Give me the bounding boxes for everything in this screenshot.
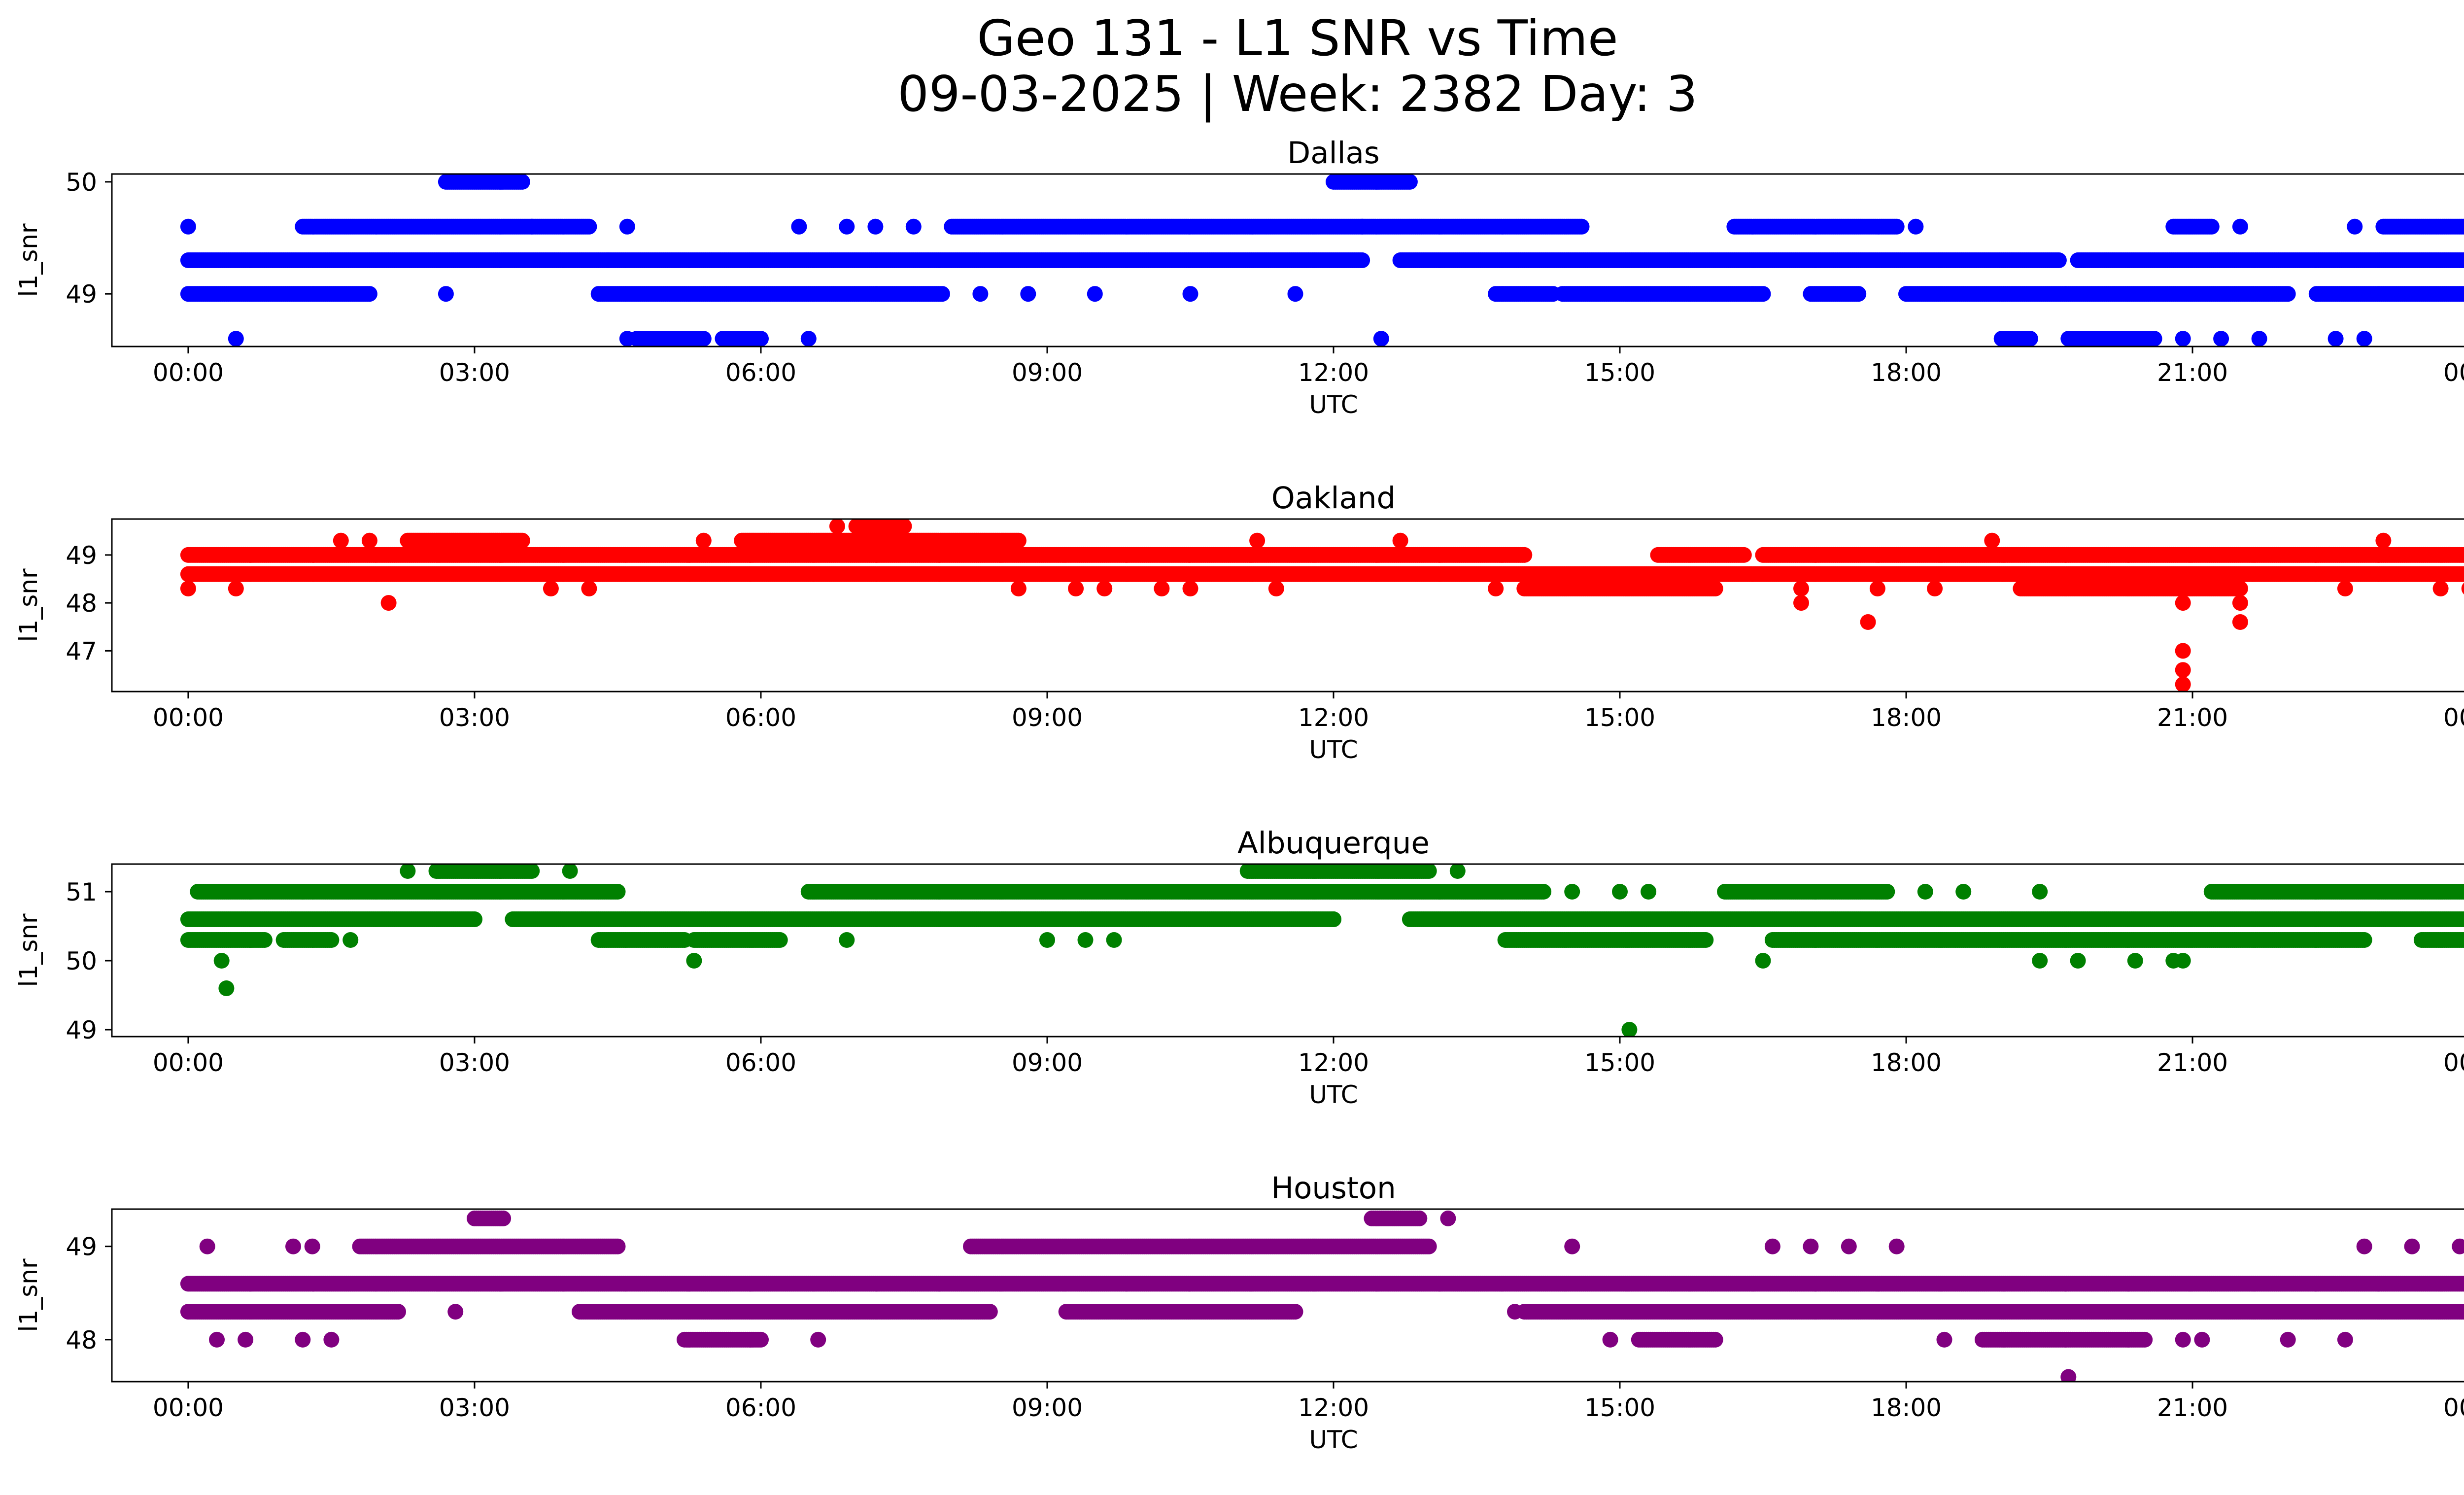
data-points-dallas <box>180 174 2464 347</box>
x-tick-label: 15:00 <box>1584 358 1655 387</box>
data-point <box>2356 331 2372 347</box>
data-point <box>1373 331 1389 347</box>
x-tick-label: 09:00 <box>1012 358 1083 387</box>
data-point <box>2347 218 2363 235</box>
data-point <box>1354 252 1370 268</box>
x-tick-label: 00:00 <box>153 358 224 387</box>
data-point <box>2213 331 2229 347</box>
data-point <box>619 331 635 347</box>
data-point <box>2327 331 2344 347</box>
data-point <box>2022 331 2038 347</box>
data-point <box>972 286 989 302</box>
data-point <box>2461 220 2464 233</box>
data-point <box>2461 288 2464 300</box>
data-point <box>1402 174 1418 190</box>
y-tick-label: 50 <box>66 168 97 197</box>
data-point <box>1755 286 1771 302</box>
y-axis-label-dallas: l1_snr <box>14 223 43 297</box>
data-point <box>1516 547 1533 563</box>
data-point <box>800 331 817 347</box>
subplot-dallas: Dallas 00:00 03:00 06:00 09:00 12:00 15:00 18:0… <box>14 136 2464 419</box>
y-tick-label: 49 <box>66 280 97 309</box>
data-point <box>1888 218 1905 235</box>
data-point <box>905 218 922 235</box>
subplot-title-dallas: Dallas <box>1287 136 1379 171</box>
data-point <box>2251 331 2267 347</box>
data-point <box>228 331 244 347</box>
data-points-oakland <box>180 519 2464 692</box>
data-point <box>1736 547 1752 563</box>
data-point <box>1020 286 1036 302</box>
x-tick-label: 00:00 <box>2443 358 2464 387</box>
figure-title-line1: Geo 131 - L1 SNR vs Time <box>977 9 1618 67</box>
data-point <box>1574 218 1590 235</box>
data-point <box>934 286 950 302</box>
data-point <box>2175 331 2191 347</box>
data-point <box>2146 331 2162 347</box>
x-tick-label: 06:00 <box>725 358 796 387</box>
data-point <box>2203 218 2220 235</box>
data-point <box>791 218 807 235</box>
x-tick-label: 12:00 <box>1298 358 1369 387</box>
x-tick-label: 21:00 <box>2157 358 2228 387</box>
data-point <box>695 331 712 347</box>
subplots: Dallas 00:00 03:00 06:00 09:00 12:00 15:00 18:0… <box>14 136 2464 1454</box>
data-point <box>619 218 635 235</box>
data-point <box>1850 286 1867 302</box>
data-point <box>839 218 855 235</box>
x-tick-label: 18:00 <box>1871 358 1942 387</box>
data-point <box>2280 286 2296 302</box>
data-point <box>438 286 454 302</box>
data-point <box>2461 549 2464 561</box>
data-point <box>1182 286 1198 302</box>
data-point <box>581 218 597 235</box>
x-tick-label: 03:00 <box>439 358 510 387</box>
data-point <box>2232 218 2248 235</box>
data-point <box>2051 252 2067 268</box>
data-point <box>867 218 884 235</box>
data-point <box>1908 218 1924 235</box>
data-point <box>753 331 769 347</box>
x-axis-label-dallas: UTC <box>1309 390 1358 419</box>
data-point <box>361 286 377 302</box>
figure-title-line2: 09-03-2025 | Week: 2382 Day: 3 <box>897 65 1697 123</box>
data-point <box>514 174 530 190</box>
data-point <box>2461 254 2464 266</box>
data-point <box>1287 286 1303 302</box>
data-point <box>180 218 196 235</box>
data-point <box>1087 286 1103 302</box>
